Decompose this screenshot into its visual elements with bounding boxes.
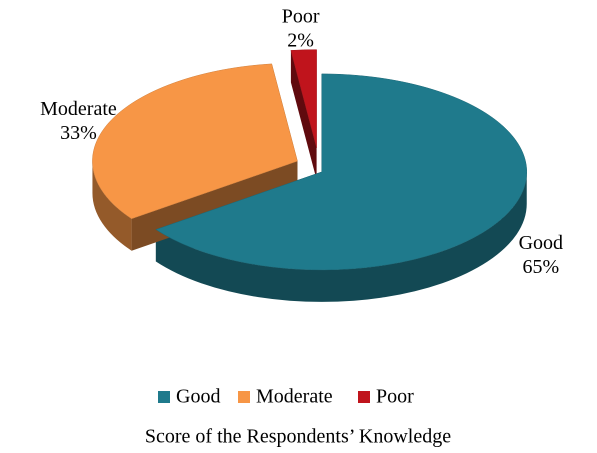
legend-label: Good (176, 386, 220, 408)
legend-label: Poor (376, 386, 414, 408)
slice-label-value: 2% (287, 30, 314, 52)
pie-slice (155, 73, 527, 271)
legend-swatch (238, 391, 250, 403)
slice-label-name: Poor (282, 6, 320, 28)
legend-swatch (158, 391, 170, 403)
slice-side (92, 161, 132, 251)
slice-edge-wall (290, 50, 317, 180)
pie-slices (92, 49, 527, 271)
slice-label-name: Good (519, 232, 563, 254)
pie-slice (92, 63, 298, 219)
pie-slice (290, 49, 317, 148)
chart-title: Score of the Respondents’ Knowledge (145, 426, 451, 448)
legend: Good Moderate Poor (158, 386, 414, 408)
slice-side (155, 171, 527, 302)
legend-label: Moderate (256, 386, 333, 408)
slice-label-value: 33% (60, 122, 97, 144)
slice-label-name: Moderate (40, 98, 117, 120)
legend-swatch (358, 391, 370, 403)
slice-label-value: 65% (523, 256, 560, 278)
